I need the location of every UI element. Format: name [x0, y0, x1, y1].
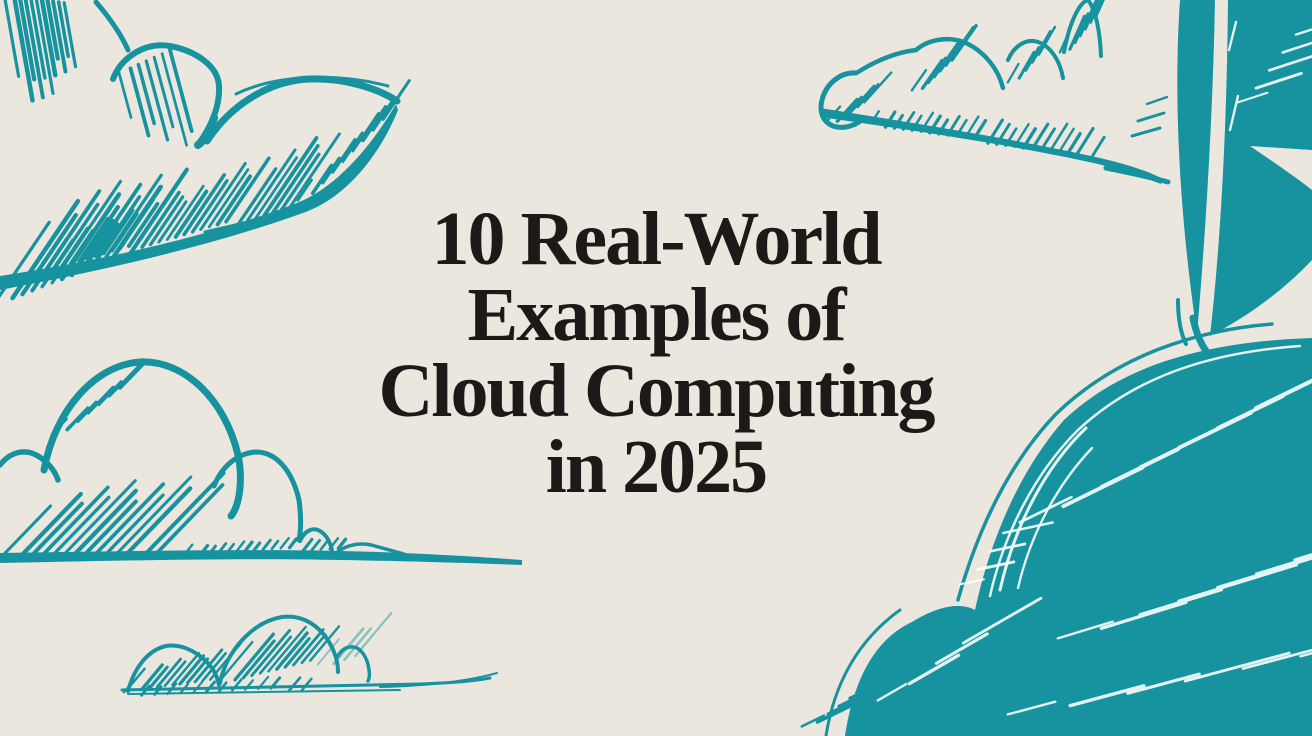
- title-line-1: 10 Real-World: [431, 197, 883, 281]
- mid-bump-arc: [218, 614, 340, 685]
- right-small-bump: [336, 645, 372, 683]
- solid-cloud-bottom-right: [800, 322, 1312, 736]
- bump-b-hatch: [1006, 25, 1057, 84]
- interior-hatch: [2, 471, 226, 561]
- leaf-left-band: [1177, 0, 1215, 334]
- page-title: 10 Real-World Examples of Cloud Computin…: [0, 201, 1312, 505]
- edge-parallel-streak-1: [998, 426, 1088, 592]
- big-dome-echo-arc: [956, 322, 1274, 602]
- side-slash-2: [1136, 111, 1166, 123]
- base-end-stroke: [1103, 165, 1171, 185]
- base-line-2: [127, 689, 401, 695]
- dome-inner-white-edge: [988, 344, 1302, 598]
- edge-cross-ticks: [958, 521, 1054, 586]
- wedge-streak-1: [1241, 153, 1312, 195]
- leaf-inner-white-dash-1: [1227, 20, 1238, 52]
- bump-a-hatch: [910, 23, 978, 92]
- small-scallop: [298, 527, 334, 553]
- corner-bump-arc: [93, 0, 131, 53]
- notch-curl: [194, 114, 218, 149]
- leaf-inner-white-dash-2: [1228, 94, 1240, 132]
- right-bump-arc: [211, 449, 303, 543]
- baseline-hatch: [30, 132, 341, 274]
- streaks-small-dome: [876, 596, 1043, 702]
- corner-hatch: [3, 0, 78, 103]
- streaks-mid: [1056, 553, 1312, 640]
- small-dome-echo-arc: [824, 608, 902, 736]
- leaf-white-slashes: [1236, 28, 1312, 104]
- base-echo-line: [203, 208, 297, 234]
- left-bump-arc: [0, 449, 61, 483]
- mid-bump-hatch: [220, 625, 341, 682]
- low-wide-bump: [334, 542, 406, 556]
- edge-parallel-streak-2: [1016, 446, 1094, 590]
- cloud-baseline: [0, 550, 522, 565]
- streaks-top: [1018, 378, 1312, 524]
- big-circle-arc: [40, 358, 244, 520]
- sketch-cloud-middle-left: [0, 358, 522, 565]
- top-edge: [855, 47, 919, 75]
- side-slash-3: [1145, 95, 1169, 106]
- bump-b-arc: [1006, 39, 1065, 80]
- left-bump-arc: [126, 643, 221, 693]
- sketch-cloud-bottom-left: [120, 611, 498, 697]
- streaks-low: [1006, 648, 1312, 716]
- title-line-3: Cloud Computing: [378, 349, 936, 433]
- right-lobe-echo: [234, 75, 390, 96]
- solid-leaf-shape-top-right: [1130, 0, 1312, 360]
- bump-c-hatch: [1058, 0, 1105, 54]
- long-sweep: [379, 672, 498, 688]
- wedge-streak-2: [1238, 162, 1292, 197]
- base-line-1: [120, 676, 492, 692]
- notch-inner-echo: [214, 90, 264, 130]
- bump-c-arc: [1062, 0, 1103, 58]
- sketch-cloud-top-left: [0, 0, 411, 301]
- bump-a-arc: [913, 36, 1006, 91]
- mid-bump-outline: [110, 42, 223, 145]
- mid-bump-hatch: [116, 48, 194, 147]
- right-edge-hatch: [296, 79, 411, 202]
- title-line-2: Examples of: [467, 273, 847, 357]
- leaf-main-mass: [1210, 0, 1312, 336]
- right-lobe-arc: [203, 75, 401, 145]
- side-slash-1: [1130, 126, 1162, 138]
- base-brush-stroke: [0, 104, 398, 290]
- base-brush-stroke: [820, 108, 1163, 184]
- title-line-4: in 2025: [545, 425, 768, 509]
- dome-mass: [845, 338, 1312, 736]
- faint-hatch: [316, 611, 393, 666]
- sketch-cloud-top-right: [818, 0, 1171, 185]
